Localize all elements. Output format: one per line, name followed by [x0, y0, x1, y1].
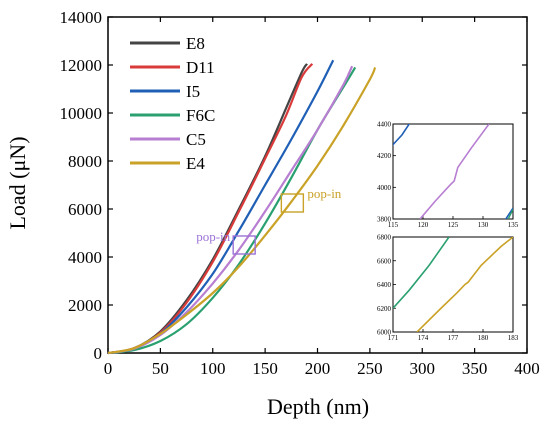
- inset-lines: [393, 237, 513, 332]
- x-tick-label: 200: [305, 359, 331, 378]
- popin-annotations: pop-in pop-in: [196, 186, 342, 255]
- inset-y-tick-label: 6600: [377, 257, 392, 265]
- legend-label-f6c: F6C: [186, 106, 215, 125]
- x-tick-label: 350: [462, 359, 488, 378]
- inset-y-tick-label: 4400: [377, 121, 392, 129]
- inset-y-tick-label: 6200: [377, 305, 392, 313]
- legend-label-i5: I5: [186, 82, 200, 101]
- axis-ticks: 0 50 100 150 200 250 300 350 4000200040006000800…: [60, 8, 540, 378]
- y-tick-label: 10000: [60, 104, 103, 123]
- inset-line-c5: [419, 124, 490, 219]
- popin-label-c5: pop-in: [196, 229, 230, 244]
- x-tick-label: 0: [104, 359, 113, 378]
- inset-x-tick-label: 171: [388, 334, 399, 342]
- legend-label-e8: E8: [186, 34, 205, 53]
- x-tick-label: 250: [357, 359, 383, 378]
- legend-label-e4: E4: [186, 154, 205, 173]
- inset-line-f6c-corner: [507, 209, 513, 219]
- series-line-c5: [107, 65, 354, 355]
- inset-y-tick-label: 3800: [377, 216, 392, 224]
- insets: 115 120 125 130 135 3800 4000 4200 4400 171 174 177…: [377, 121, 519, 343]
- inset-x-tick-label: 183: [508, 334, 519, 342]
- y-tick-label: 12000: [60, 56, 103, 75]
- legend-label-c5: C5: [186, 130, 206, 149]
- inset-x-tick-label: 130: [478, 221, 489, 229]
- inset-y-tick-label: 4000: [377, 184, 392, 192]
- popin-box-e4: [280, 193, 305, 213]
- x-tick-label: 50: [152, 359, 169, 378]
- inset-y-tick-label: 6000: [377, 329, 392, 337]
- series-line-f6c: [107, 66, 357, 355]
- inset-x-tick-label: 180: [478, 334, 489, 342]
- series-line-i5: [107, 59, 335, 355]
- inset-x-tick-label: 135: [508, 221, 519, 229]
- inset-x-tick-label: 125: [448, 221, 459, 229]
- y-tick-label: 6000: [68, 200, 102, 219]
- y-tick-label: 4000: [68, 248, 102, 267]
- x-tick-label: 400: [514, 359, 540, 378]
- inset-y-tick-label: 4200: [377, 152, 392, 160]
- inset-y-tick-label: 6800: [377, 234, 392, 242]
- legend: E8 D11 I5 F6C C5 E4: [130, 34, 215, 173]
- y-tick-label: 8000: [68, 152, 102, 171]
- series-lines: [107, 59, 377, 355]
- x-tick-label: 100: [200, 359, 226, 378]
- inset-line-e4: [416, 237, 513, 332]
- x-axis-label: Depth (nm): [267, 394, 369, 419]
- y-axis-label: Load (μN): [5, 136, 30, 229]
- inset-2: 171 174 177 180 183 6000 6200 6400 6600 6800: [377, 234, 519, 343]
- inset-x-tick-label: 177: [448, 334, 459, 342]
- inset-x-tick-label: 115: [388, 221, 399, 229]
- inset-line-f6c: [393, 237, 450, 309]
- inset-x-tick-label: 174: [418, 334, 429, 342]
- series-line-e4: [107, 66, 377, 355]
- legend-label-d11: D11: [186, 58, 215, 77]
- inset-line-i5-corner: [504, 207, 513, 219]
- x-tick-label: 150: [252, 359, 278, 378]
- inset-lines: [393, 124, 513, 219]
- y-tick-label: 0: [94, 344, 103, 363]
- inset-line-i5: [393, 124, 411, 146]
- y-tick-label: 2000: [68, 296, 102, 315]
- inset-x-tick-label: 120: [418, 221, 429, 229]
- popin-label-e4: pop-in: [307, 186, 341, 201]
- y-tick-label: 14000: [60, 8, 103, 27]
- x-tick-label: 300: [410, 359, 436, 378]
- inset-1: 115 120 125 130 135 3800 4000 4200 4400: [377, 121, 519, 230]
- inset-y-tick-label: 6400: [377, 281, 392, 289]
- inset-frame: [392, 123, 514, 220]
- popin-box-c5: [232, 235, 256, 255]
